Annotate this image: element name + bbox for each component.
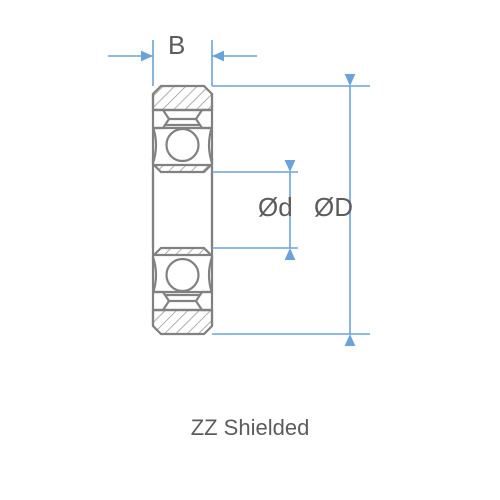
dim-label-outer: ØD: [314, 192, 353, 223]
dim-label-bore: Ød: [258, 192, 293, 223]
caption: ZZ Shielded: [0, 415, 500, 441]
dim-label-width: B: [168, 30, 185, 61]
diagram-canvas: B Ød ØD ZZ Shielded: [0, 0, 500, 500]
